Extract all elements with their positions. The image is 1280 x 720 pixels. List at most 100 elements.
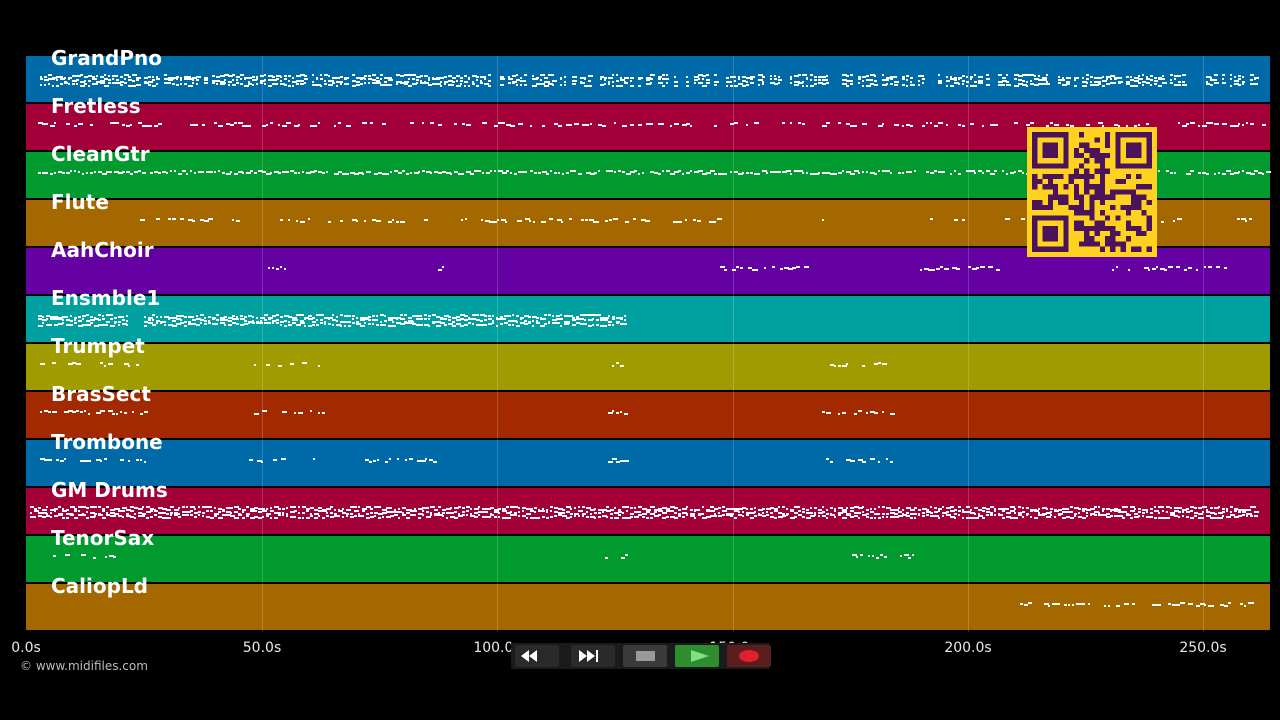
note-mark — [84, 76, 88, 78]
play-button[interactable] — [675, 645, 719, 667]
note-mark — [762, 81, 764, 83]
note-mark — [1182, 511, 1184, 513]
note-mark — [550, 516, 553, 518]
note-mark — [314, 517, 318, 519]
note-mark — [38, 172, 41, 174]
note-mark — [586, 516, 589, 518]
note-mark — [130, 510, 134, 512]
note-mark — [1066, 508, 1069, 510]
note-mark — [625, 554, 628, 556]
fast-forward-button[interactable] — [571, 645, 615, 667]
note-mark — [300, 221, 305, 223]
note-mark — [320, 74, 322, 76]
note-mark — [72, 83, 75, 85]
note-mark — [1242, 514, 1245, 516]
note-mark — [606, 170, 611, 172]
note-mark — [440, 85, 442, 87]
note-mark — [818, 512, 823, 514]
note-mark — [262, 125, 266, 127]
note-mark — [678, 513, 681, 515]
note-mark — [1094, 81, 1099, 83]
note-mark — [778, 82, 780, 84]
note-mark — [1177, 218, 1182, 220]
note-mark — [1038, 508, 1040, 510]
time-tick-label: 200.0s — [944, 640, 992, 656]
note-mark — [54, 324, 58, 326]
note-mark — [1242, 170, 1244, 172]
note-mark — [272, 315, 276, 317]
note-mark — [58, 318, 62, 320]
note-mark — [514, 514, 517, 516]
note-mark — [616, 80, 619, 82]
note-mark — [604, 317, 609, 319]
track-name: Flute — [51, 190, 109, 214]
note-mark — [1182, 509, 1187, 511]
note-mark — [430, 506, 435, 508]
note-mark — [886, 458, 888, 460]
note-mark — [1138, 78, 1143, 80]
note-mark — [938, 171, 943, 173]
note-mark — [50, 318, 54, 320]
note-mark — [1249, 218, 1252, 220]
note-mark — [600, 319, 605, 321]
note-mark — [186, 514, 189, 516]
note-mark — [1254, 511, 1259, 513]
note-mark — [618, 509, 621, 511]
note-mark — [846, 171, 851, 173]
note-mark — [78, 510, 80, 512]
note-mark — [514, 506, 518, 508]
stop-button[interactable] — [623, 645, 667, 667]
note-mark — [356, 77, 361, 79]
note-mark — [62, 316, 66, 318]
note-mark — [104, 365, 106, 367]
note-mark — [1242, 509, 1247, 511]
note-mark — [102, 508, 105, 510]
note-mark — [1144, 267, 1149, 269]
note-mark — [694, 82, 696, 84]
note-mark — [520, 84, 522, 86]
note-mark — [264, 322, 268, 324]
note-mark — [750, 76, 755, 78]
note-mark — [1142, 515, 1144, 517]
note-mark — [364, 220, 366, 222]
note-mark — [1110, 515, 1113, 517]
note-mark — [714, 508, 718, 510]
note-mark — [280, 266, 282, 268]
note-mark — [1162, 506, 1164, 508]
note-mark — [902, 172, 904, 174]
note-mark — [261, 461, 263, 463]
note-mark — [354, 515, 357, 517]
track-name: Trumpet — [51, 334, 145, 358]
note-mark — [658, 173, 661, 175]
note-mark — [1118, 511, 1122, 513]
note-mark — [116, 82, 121, 84]
note-mark — [772, 266, 775, 268]
note-mark — [1230, 506, 1233, 508]
note-mark — [522, 171, 527, 173]
note-mark — [950, 76, 952, 78]
note-mark — [1038, 79, 1043, 81]
note-mark — [292, 322, 296, 324]
note-mark — [344, 83, 349, 85]
note-mark — [508, 315, 511, 317]
note-mark — [446, 172, 451, 174]
note-mark — [1174, 75, 1178, 77]
note-mark — [252, 79, 257, 81]
note-mark — [224, 79, 226, 81]
note-mark — [72, 80, 77, 82]
note-mark — [82, 318, 84, 320]
note-mark — [906, 512, 909, 514]
note-mark — [598, 516, 601, 518]
note-mark — [976, 267, 979, 269]
note-mark — [830, 173, 834, 175]
note-mark — [248, 81, 250, 83]
note-mark — [802, 511, 805, 513]
note-mark — [822, 83, 826, 85]
record-button[interactable] — [727, 645, 771, 667]
rewind-button[interactable] — [515, 645, 559, 667]
note-mark — [372, 79, 376, 81]
note-mark — [196, 318, 201, 320]
note-mark — [1066, 77, 1071, 79]
note-mark — [574, 170, 576, 172]
note-mark — [282, 411, 287, 413]
